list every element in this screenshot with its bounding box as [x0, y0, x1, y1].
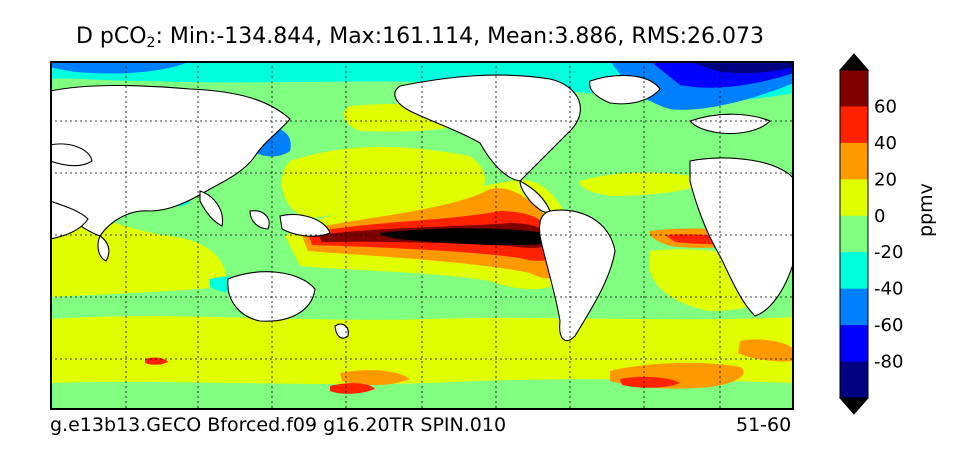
southern-atlantic-red — [620, 376, 680, 388]
indochina-land — [199, 190, 224, 227]
new-zealand-land — [334, 323, 349, 339]
colorbar-svg: 60 40 20 0 -20 -40 -60 -80 — [838, 53, 903, 415]
years-label: 51-60 — [736, 414, 792, 436]
title-prefix: D pCO — [75, 24, 147, 49]
north-pacific-yellow — [281, 146, 485, 219]
map-title: D pCO2: Min:-134.844, Max:161.114, Mean:… — [0, 24, 840, 51]
equatorial-pacific-black — [380, 228, 552, 246]
colorbar-tick-label: -60 — [874, 315, 903, 336]
world-map — [50, 61, 794, 410]
run-name-label: g.e13b13.GECO Bforced.f09 g16.20TR SPIN.… — [50, 414, 507, 436]
colorbar-ticks: 60 40 20 0 -20 -40 -60 -80 — [874, 96, 903, 372]
north-america-land — [394, 74, 581, 182]
arctic-blue-west — [50, 61, 190, 74]
southern-pacific-red — [330, 383, 375, 394]
colorbar-band — [840, 252, 868, 290]
colorbar-band — [840, 361, 868, 399]
colorbar-band — [840, 179, 868, 217]
australia-land — [227, 271, 316, 322]
colorbar-unit-label: ppmv — [915, 183, 937, 237]
antarctic-green-band — [50, 391, 794, 410]
colorbar-band — [840, 288, 868, 326]
colorbar-bands — [838, 53, 870, 415]
eurasia-land — [50, 84, 291, 237]
graticule — [50, 61, 794, 410]
north-atlantic-yellow — [579, 172, 710, 196]
southern-pacific-orange — [340, 370, 410, 386]
new-guinea-land — [279, 214, 331, 237]
colorbar-tick-label: -80 — [874, 352, 903, 373]
colorbar-tick-label: 60 — [874, 96, 897, 117]
colorbar-over-triangle — [838, 53, 870, 71]
africa-land — [689, 157, 794, 317]
south-america-land — [538, 209, 616, 341]
colorbar-tick-label: 40 — [874, 133, 897, 154]
map-frame — [50, 61, 794, 410]
colorbar: 60 40 20 0 -20 -40 -60 -80 — [836, 52, 916, 424]
borneo-land — [249, 210, 270, 230]
colorbar-under-triangle — [838, 397, 870, 415]
arctic-navy-east — [690, 61, 794, 74]
ocean-field-map — [50, 61, 794, 410]
colorbar-frame — [839, 69, 869, 399]
colorbar-band — [840, 215, 868, 253]
southern-yellow-band — [50, 316, 794, 385]
india-land — [97, 235, 110, 262]
greenland-land — [589, 74, 661, 105]
colorbar-tick-label: 20 — [874, 169, 897, 190]
colorbar-band — [840, 325, 868, 363]
colorbar-band — [840, 70, 868, 107]
east-africa-horn-land — [50, 143, 93, 167]
central-america-land — [519, 180, 551, 213]
colorbar-band — [840, 106, 868, 144]
colorbar-tick-label: 0 — [874, 206, 885, 227]
title-stats: : Min:-134.844, Max:161.114, Mean:3.886,… — [155, 24, 765, 49]
colorbar-tick-label: -20 — [874, 242, 903, 263]
title-subscript: 2 — [146, 35, 156, 51]
southern-indian-orange — [738, 339, 794, 362]
colorbar-band — [840, 142, 868, 180]
continents — [50, 74, 794, 341]
europe-land — [689, 113, 771, 135]
arabia-land — [50, 200, 89, 240]
colorbar-tick-label: -40 — [874, 279, 903, 300]
